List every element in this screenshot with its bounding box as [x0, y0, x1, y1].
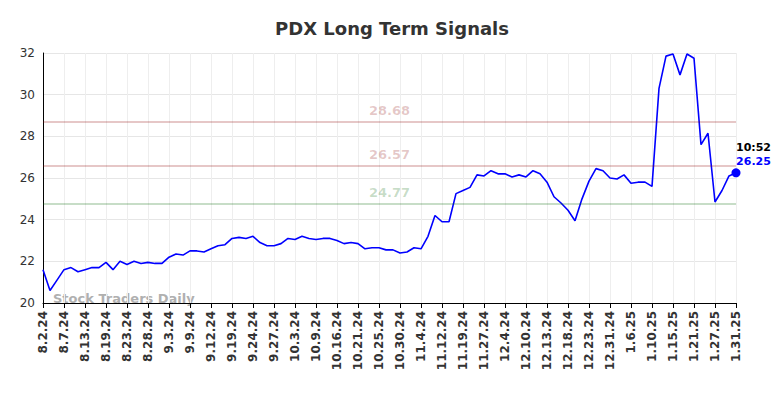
svg-text:12.10.24: 12.10.24 [519, 311, 533, 370]
svg-text:9.24.24: 9.24.24 [246, 311, 260, 362]
svg-text:12.31.24: 12.31.24 [603, 311, 617, 370]
svg-text:8.7.24: 8.7.24 [57, 311, 71, 354]
svg-text:24.77: 24.77 [369, 185, 410, 200]
svg-text:10.16.24: 10.16.24 [330, 311, 344, 370]
svg-text:1.27.25: 1.27.25 [708, 311, 722, 362]
svg-text:10.3.24: 10.3.24 [288, 311, 302, 362]
svg-text:12.18.24: 12.18.24 [561, 311, 575, 370]
svg-text:10.9.24: 10.9.24 [309, 311, 323, 362]
svg-text:1.21.25: 1.21.25 [687, 311, 701, 362]
svg-text:9.19.24: 9.19.24 [225, 311, 239, 362]
svg-text:1.31.25: 1.31.25 [729, 311, 743, 362]
svg-text:8.13.24: 8.13.24 [78, 311, 92, 362]
svg-text:1.6.25: 1.6.25 [624, 311, 638, 354]
svg-text:24: 24 [20, 213, 35, 227]
svg-text:10.21.24: 10.21.24 [351, 311, 365, 370]
svg-text:8.19.24: 8.19.24 [99, 311, 113, 362]
svg-text:8.2.24: 8.2.24 [36, 311, 50, 354]
svg-text:9.27.24: 9.27.24 [267, 311, 281, 362]
svg-text:22: 22 [20, 254, 35, 268]
svg-text:12.13.24: 12.13.24 [540, 311, 554, 370]
svg-text:11.19.24: 11.19.24 [456, 311, 470, 370]
svg-text:12.4.24: 12.4.24 [498, 311, 512, 362]
svg-text:20: 20 [20, 296, 35, 310]
svg-text:11.4.24: 11.4.24 [414, 311, 428, 362]
svg-text:10.30.24: 10.30.24 [393, 311, 407, 370]
svg-text:PDX Long Term Signals: PDX Long Term Signals [275, 18, 509, 39]
svg-text:9.12.24: 9.12.24 [204, 311, 218, 362]
svg-text:28: 28 [20, 129, 35, 143]
svg-text:11.27.24: 11.27.24 [477, 311, 491, 370]
svg-text:26.57: 26.57 [369, 147, 410, 162]
svg-text:28.68: 28.68 [369, 103, 410, 118]
svg-text:8.23.24: 8.23.24 [120, 311, 134, 362]
svg-text:26: 26 [20, 171, 35, 185]
svg-text:10:52: 10:52 [736, 141, 771, 154]
svg-text:12.23.24: 12.23.24 [582, 311, 596, 370]
svg-text:1.10.25: 1.10.25 [645, 311, 659, 362]
svg-text:32: 32 [20, 46, 35, 60]
svg-text:Stock Traders Daily: Stock Traders Daily [53, 291, 195, 306]
svg-text:9.3.24: 9.3.24 [162, 311, 176, 354]
svg-text:8.28.24: 8.28.24 [141, 311, 155, 362]
svg-text:30: 30 [20, 88, 35, 102]
svg-text:1.15.25: 1.15.25 [666, 311, 680, 362]
svg-text:26.25: 26.25 [736, 155, 771, 168]
svg-text:11.12.24: 11.12.24 [435, 311, 449, 370]
svg-text:9.9.24: 9.9.24 [183, 311, 197, 354]
svg-text:10.25.24: 10.25.24 [372, 311, 386, 370]
